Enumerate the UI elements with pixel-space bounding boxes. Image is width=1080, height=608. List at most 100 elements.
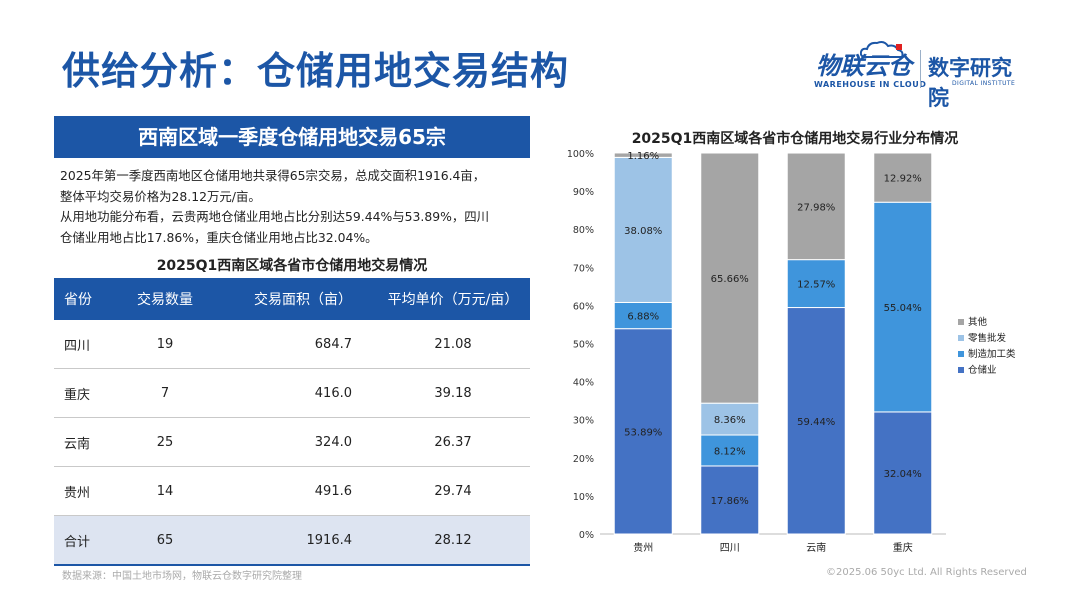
- bar-segment: [613, 152, 673, 158]
- cell-area: 324.0: [201, 417, 376, 467]
- bar-segment: [873, 152, 933, 203]
- table-row: 贵州 14 491.6 29.74: [54, 466, 530, 516]
- data-label: 12.92%: [884, 174, 922, 185]
- page-title: 供给分析：仓储用地交易结构: [62, 49, 570, 93]
- data-label: 38.08%: [624, 226, 662, 237]
- table-row: 重庆 7 416.0 39.18: [54, 368, 530, 418]
- data-label: 12.57%: [797, 280, 835, 291]
- para-line: 2025年第一季度西南地区仓储用地共录得65宗交易，总成交面积1916.4亩，: [60, 168, 486, 183]
- x-tick-label: 四川: [720, 543, 740, 554]
- cell-count: 19: [129, 320, 201, 369]
- bar-segment: [786, 307, 846, 535]
- y-tick-label: 10%: [573, 492, 594, 503]
- cell-province: 贵州: [54, 466, 129, 516]
- bar-segment: [786, 152, 846, 261]
- cell-count: 25: [129, 417, 201, 467]
- header-area: 交易面积（亩）: [201, 278, 376, 320]
- transaction-table: 省份 交易数量 交易面积（亩） 平均单价（万元/亩） 四川 19 684.7 2…: [54, 278, 530, 566]
- table-title: 2025Q1西南区域各省市仓储用地交易情况: [156, 258, 428, 274]
- cell-count: 14: [129, 466, 201, 516]
- cell-total-count: 65: [129, 515, 201, 566]
- y-tick-label: 90%: [573, 187, 594, 198]
- y-tick-label: 80%: [573, 225, 594, 236]
- data-label: 27.98%: [797, 202, 835, 213]
- bar-segment: [873, 411, 933, 535]
- legend-label: 其他: [968, 316, 988, 328]
- cell-total-area: 1916.4: [201, 515, 376, 566]
- cell-total-label: 合计: [54, 515, 129, 566]
- cell-area: 416.0: [201, 368, 376, 418]
- cell-count: 7: [129, 368, 201, 418]
- para-line: 仓储业用地占比17.86%，重庆仓储业用地占比32.04%。: [60, 229, 378, 245]
- legend-label: 零售批发: [968, 332, 1007, 344]
- y-tick-label: 30%: [573, 416, 594, 427]
- logo-sub-text: WAREHOUSE IN CLOUD: [814, 80, 927, 89]
- bar-segment: [873, 201, 933, 413]
- chart-title: 2025Q1西南区域各省市仓储用地交易行业分布情况: [631, 131, 959, 147]
- bar-segment: [786, 259, 846, 309]
- data-label: 8.12%: [714, 446, 746, 457]
- para-line: 整体平均交易价格为28.12万元/亩。: [60, 188, 261, 204]
- cell-total-price: 28.12: [376, 515, 530, 566]
- bar-segment: [700, 434, 760, 467]
- summary-paragraph: 2025年第一季度西南地区仓储用地共录得65宗交易，总成交面积1916.4亩， …: [60, 166, 540, 248]
- cell-province: 四川: [54, 320, 129, 369]
- logo-institute-sub: DIGITAL INSTITUTE: [952, 80, 1016, 87]
- cell-area: 491.6: [201, 466, 376, 516]
- company-logo: 物联云仓 WAREHOUSE IN CLOUD 数字研究院 DIGITAL IN…: [812, 40, 1027, 110]
- cell-province: 重庆: [54, 368, 129, 418]
- cell-price: 21.08: [376, 320, 530, 369]
- data-label: 32.04%: [884, 469, 922, 480]
- data-label: 17.86%: [711, 496, 749, 507]
- data-label: 65.66%: [711, 274, 749, 285]
- cloud-icon: [860, 41, 904, 58]
- logo-institute-text: 数字研究院: [928, 56, 1012, 110]
- legend-swatch: [958, 335, 964, 341]
- x-tick-label: 贵州: [633, 541, 653, 554]
- y-tick-label: 60%: [573, 301, 594, 312]
- para-line: 从用地功能分布看，云贵两地仓储业用地占比分别达59.44%与53.89%，四川: [60, 209, 490, 224]
- summary-banner: 西南区域一季度仓储用地交易65宗: [54, 116, 530, 158]
- bar-segment: [613, 156, 673, 303]
- logo-separator: [920, 50, 921, 88]
- cell-province: 云南: [54, 417, 129, 467]
- table-row: 四川 19 684.7 21.08: [54, 320, 530, 369]
- table-header-row: 省份 交易数量 交易面积（亩） 平均单价（万元/亩）: [54, 278, 530, 320]
- y-tick-label: 50%: [573, 340, 594, 351]
- data-label: 1.16%: [627, 151, 659, 162]
- y-tick-label: 70%: [573, 263, 594, 274]
- cell-price: 39.18: [376, 368, 530, 418]
- data-label: 59.44%: [797, 417, 835, 428]
- y-tick-label: 40%: [573, 378, 594, 389]
- header-count: 交易数量: [129, 278, 201, 320]
- header-price: 平均单价（万元/亩）: [376, 278, 530, 320]
- cell-price: 29.74: [376, 466, 530, 516]
- data-label: 53.89%: [624, 427, 662, 438]
- data-label: 6.88%: [627, 312, 659, 323]
- x-tick-label: 云南: [806, 541, 826, 554]
- data-label: 55.04%: [884, 303, 922, 314]
- y-tick-label: 20%: [573, 454, 594, 465]
- y-tick-label: 0%: [579, 530, 594, 541]
- x-tick-label: 重庆: [893, 541, 913, 554]
- data-label: 8.36%: [714, 415, 746, 426]
- bar-segment: [613, 301, 673, 330]
- legend-swatch: [958, 367, 964, 373]
- legend-swatch: [958, 351, 964, 357]
- legend-label: 仓储业: [968, 364, 997, 376]
- legend-swatch: [958, 319, 964, 325]
- table-row: 云南 25 324.0 26.37: [54, 417, 530, 467]
- legend-label: 制造加工类: [968, 348, 1016, 360]
- logo-main-text: 物联云仓: [816, 52, 912, 80]
- stacked-bar-chart: 0% 10% 20% 30% 40% 50% 60% 70% 80% 90% 100% 53.89% 6…: [567, 149, 1016, 554]
- cell-area: 684.7: [201, 320, 376, 369]
- copyright-note: ©2025.06 50yc Ltd. All Rights Reserved: [826, 567, 1027, 578]
- y-tick-label: 100%: [567, 149, 594, 160]
- table-total-row: 合计 65 1916.4 28.12: [54, 515, 530, 566]
- cell-price: 26.37: [376, 417, 530, 467]
- header-province: 省份: [54, 278, 129, 320]
- bar-segment: [700, 465, 760, 535]
- bar-segment: [700, 152, 760, 404]
- bar-segment: [700, 402, 760, 436]
- data-source-note: 数据来源：中国土地市场网，物联云仓数字研究院整理: [62, 571, 302, 582]
